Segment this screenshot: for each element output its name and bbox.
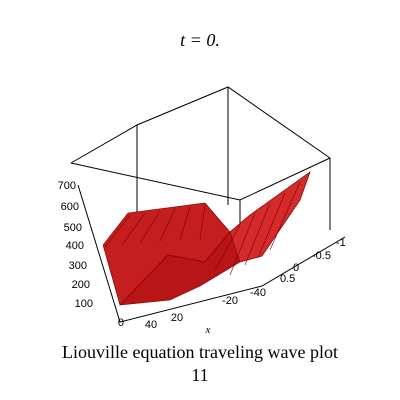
z-tick-label: 500 <box>64 222 82 234</box>
z-tick-label: 600 <box>61 201 79 213</box>
z-tick-label: 100 <box>75 298 93 310</box>
y-tick-label: 0 <box>293 262 299 274</box>
y-tick-label: -1 <box>336 237 346 249</box>
z-tick-label: 400 <box>66 240 84 252</box>
x-tick-label: 40 <box>145 319 157 331</box>
axes-lines <box>77 184 346 323</box>
z-tick-label: 700 <box>58 180 76 192</box>
y-tick-label: 0.5 <box>280 273 295 285</box>
surface <box>102 171 311 306</box>
box-edge <box>70 86 331 164</box>
surface-wall <box>229 171 311 263</box>
caption-line: 11 <box>191 365 208 385</box>
x-axis-label: x <box>205 324 211 336</box>
z-tick-label: 300 <box>69 260 87 272</box>
bounding-box <box>70 86 346 323</box>
x-tick-label: -40 <box>250 287 266 299</box>
x-tick-label: 20 <box>171 312 183 324</box>
caption-line: Liouville equation traveling wave plot <box>62 342 338 362</box>
plot-title: t = 0. <box>180 30 220 50</box>
surface-mesh <box>104 181 301 276</box>
x-tick-label: -20 <box>222 295 238 307</box>
z-tick-label: 0 <box>118 317 124 329</box>
y-tick-label: -0.5 <box>312 250 331 262</box>
z-tick-label: 200 <box>72 279 90 291</box>
